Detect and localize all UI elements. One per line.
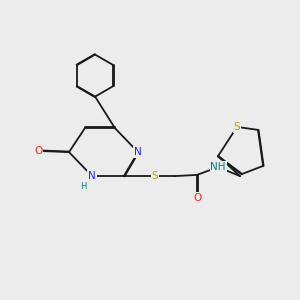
Text: O: O: [34, 146, 42, 156]
Text: NH: NH: [210, 162, 226, 172]
Text: S: S: [234, 122, 240, 132]
Text: S: S: [152, 171, 158, 181]
Text: H: H: [80, 182, 87, 191]
Text: O: O: [193, 193, 201, 203]
Text: N: N: [134, 147, 142, 157]
Text: N: N: [88, 171, 96, 181]
